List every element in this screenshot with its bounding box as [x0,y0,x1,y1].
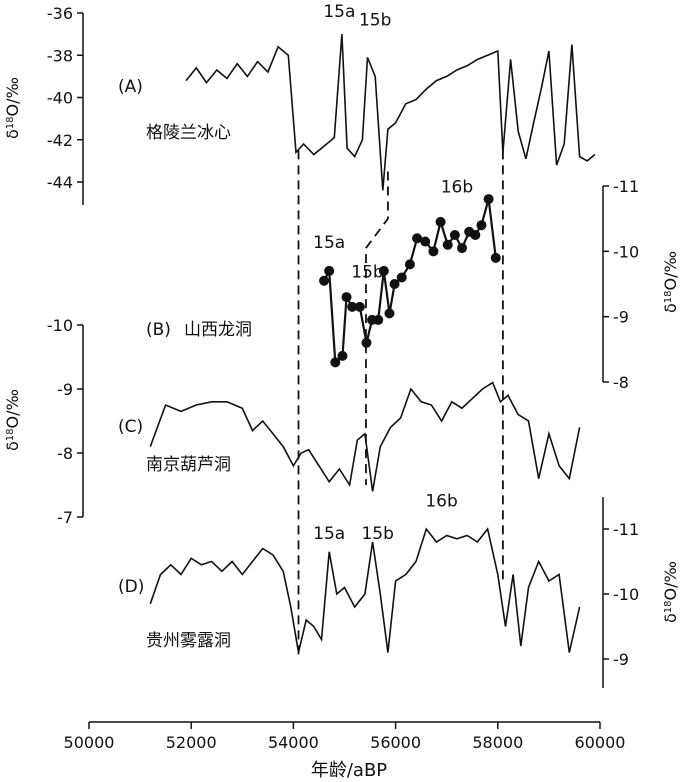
panel-b-letter: (B) [146,320,171,340]
panel-d-y-axis: -11 -10 -9 [602,497,639,688]
panel-b-data-point [319,275,330,286]
panel-b-annotation: 15b [351,262,383,282]
x-axis-tick-label: 54000 [268,733,319,752]
panel-d-tick-label: -10 [613,585,639,604]
panel-b-y-axis: -11 -10 -9 -8 [602,177,639,392]
panel-a-name: 格陵兰冰心 [146,123,231,143]
dashed-line-15b [365,171,389,485]
panel-b-data-point [361,337,372,348]
panel-a: -36 -38 -40 -42 -44 (A) 格陵兰冰心 δ18O/‰ 15a 15b [3,2,596,205]
panel-b-data-point [412,233,423,244]
panel-d-annotation: 15a [313,524,345,544]
panel-b-annotations: 15a 15b 16b [313,178,473,283]
panel-b-data-point [378,265,389,276]
panel-b-tick-label: -11 [613,177,639,196]
x-axis-tick-label: 50000 [64,733,115,752]
panel-d-letter: (D) [118,577,144,597]
panel-b-data-point [373,314,384,325]
panel-a-tick-label: -36 [47,4,73,23]
panel-b-data-point [354,301,365,312]
x-axis-tick-label: 56000 [370,733,421,752]
panel-a-series-line [185,34,596,191]
panel-c-tick-label: -8 [57,444,73,463]
panel-b-tick-label: -8 [613,373,629,392]
panel-b-data-point [330,357,341,368]
panel-b-data-point [457,243,468,254]
panel-d-annotation: 16b [425,491,457,511]
x-axis-tick-label: 58000 [472,733,523,752]
panel-c-letter: (C) [118,417,143,437]
panel-c-series-line [149,381,581,492]
panel-c-axis-label: δ18O/‰ [3,389,22,451]
x-axis: 50000 52000 54000 56000 58000 60000 年龄/aBP [64,721,626,781]
panel-d-tick-label: -9 [613,650,629,669]
panel-b-data-point [404,259,415,270]
panel-b-data-point [420,236,431,247]
x-axis-tick-label: 52000 [166,733,217,752]
panel-b-series-line [323,198,497,365]
panel-d-annotation: 15b [361,524,393,544]
x-axis-title: 年龄/aBP [311,760,387,781]
panel-b-data-point [476,220,487,231]
panel-a-tick-label: -38 [47,46,73,65]
panel-b-axis-label: δ18O/‰ [661,251,680,313]
panel-b-data-point [341,292,352,303]
panel-a-tick-label: -40 [47,89,73,108]
panel-d: -11 -10 -9 (D) 贵州雾露洞 δ18O/‰ 15a 15b 16b [118,491,680,688]
panel-d-name: 贵州雾露洞 [146,631,231,651]
panel-a-letter: (A) [118,77,143,97]
panel-c-tick-label: -7 [57,508,73,527]
panel-b-data-point [449,230,460,240]
panel-b-annotation: 16b [441,178,473,198]
x-axis-ticks: 50000 52000 54000 56000 58000 60000 [64,722,626,752]
panel-c-name: 南京葫芦洞 [146,455,231,475]
panel-d-axis-label: δ18O/‰ [661,561,680,623]
panel-b-tick-label: -9 [613,308,629,327]
panel-b: -11 -10 -9 -8 (B) 山西龙洞 δ18O/‰ 15a 15b 16b [146,177,680,392]
panel-b-tick-label: -10 [613,242,639,261]
panel-c-tick-label: -9 [57,380,73,399]
panel-d-series-line [149,527,581,653]
panel-b-data-point [389,279,400,289]
panel-b-data-point [490,252,501,263]
panel-a-tick-label: -42 [47,131,73,150]
panel-a-annotation: 15b [359,11,391,31]
panel-c-tick-label: -10 [47,316,73,335]
panel-b-data-point [483,194,494,205]
panel-a-annotation: 15a [323,2,355,22]
panel-b-name: 山西龙洞 [184,320,252,340]
panel-b-data-point [396,272,407,283]
panel-d-annotations: 15a 15b 16b [313,491,458,544]
panel-b-data-point [324,265,335,276]
x-axis-tick-label: 60000 [575,733,626,752]
panel-a-tick-label: -44 [47,173,73,192]
panel-b-data-point [384,308,395,319]
panel-c: -10 -9 -8 -7 (C) 南京葫芦洞 δ18O/‰ [3,316,581,527]
panel-b-data-point [435,216,446,227]
panel-b-data-point [428,246,439,257]
panel-b-annotation: 15a [313,233,345,253]
panel-b-data-point [347,301,358,312]
panel-d-tick-label: -11 [613,520,639,539]
panel-b-data-point [442,239,453,250]
panel-a-axis-label: δ18O/‰ [3,77,22,139]
panel-c-y-axis: -10 -9 -8 -7 [47,316,84,527]
panel-a-y-axis: -36 -38 -40 -42 -44 [47,4,84,205]
correlation-dashed-lines [297,150,504,659]
panel-b-data-point [470,230,481,240]
panel-b-markers [319,194,501,368]
panel-a-annotations: 15a 15b [323,2,391,30]
panel-b-data-point [337,350,348,361]
